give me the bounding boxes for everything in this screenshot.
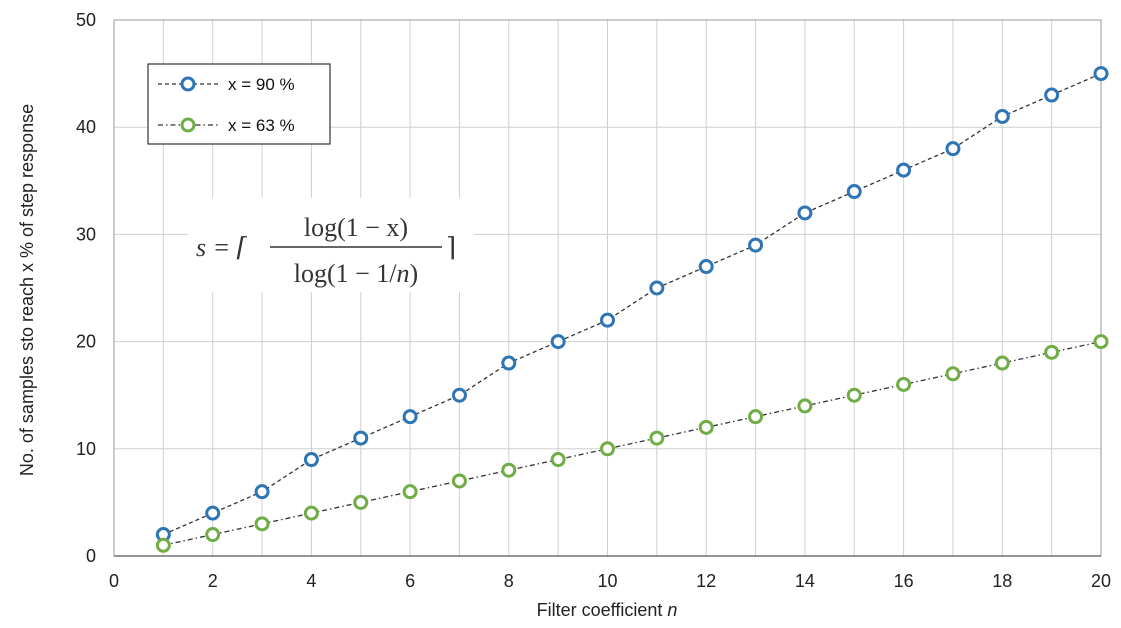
y-tick-label: 10 — [76, 439, 96, 459]
series-1-point — [303, 505, 319, 521]
formula-backdrop — [188, 198, 474, 292]
axis-frame — [113, 19, 1102, 557]
legend-marker-series-1 — [180, 117, 196, 133]
series-1-point — [550, 452, 566, 468]
series-0-point — [254, 484, 270, 500]
series-line-0 — [163, 73, 1102, 536]
formula-rhs: ⌉ — [446, 233, 456, 262]
series-1-point — [155, 537, 171, 553]
series-0-point — [1044, 87, 1060, 103]
formula-annotation: s = ⌈ log(1 − x) log(1 − 1/n) ⌉ — [188, 198, 474, 292]
series-1-point — [1044, 344, 1060, 360]
series-1-point — [698, 419, 714, 435]
series-1-point — [649, 430, 665, 446]
x-tick-label: 16 — [894, 571, 914, 591]
series-0-point — [550, 334, 566, 350]
series-0-point — [797, 205, 813, 221]
legend-label-series-0: x = 90 % — [228, 75, 295, 94]
series-0-point — [600, 312, 615, 328]
series-1-point — [748, 409, 764, 425]
series-0-point — [846, 184, 862, 200]
series-1-point — [501, 462, 517, 478]
series-0-point — [945, 141, 961, 157]
series-0-point — [1093, 66, 1109, 82]
series-1-point — [402, 484, 418, 500]
series-layer — [155, 66, 1109, 553]
x-tick-label: 2 — [208, 571, 218, 591]
x-tick-label: 14 — [795, 571, 815, 591]
series-1-point — [797, 398, 813, 414]
series-0-point — [451, 387, 467, 403]
x-tick-labels: 0 2 4 6 8 10 12 14 16 18 20 — [109, 571, 1111, 591]
formula-denominator-pre: log(1 − 1/ — [294, 259, 398, 288]
series-0-point — [402, 409, 418, 425]
series-0-point — [994, 108, 1010, 124]
formula-denominator-post: ) — [410, 259, 419, 288]
x-tick-label: 20 — [1091, 571, 1111, 591]
legend-marker-series-0 — [180, 76, 196, 92]
series-0-point — [748, 237, 764, 253]
series-0-point — [353, 430, 369, 446]
series-1-point — [994, 355, 1010, 371]
series-1-point — [205, 527, 221, 543]
series-1-point — [896, 376, 912, 392]
y-tick-label: 30 — [76, 224, 96, 244]
series-1-point — [945, 366, 961, 382]
series-line-1 — [163, 340, 1102, 546]
legend-label-series-1: x = 63 % — [228, 116, 295, 135]
x-tick-label: 4 — [306, 571, 316, 591]
formula-denominator-var: n — [397, 259, 410, 288]
series-1-point — [846, 387, 862, 403]
x-axis-label: Filter coefficient n — [537, 600, 678, 620]
x-tick-label: 18 — [992, 571, 1012, 591]
series-0-point — [896, 162, 912, 178]
y-tick-label: 50 — [76, 10, 96, 30]
series-0-point — [501, 355, 517, 371]
x-tick-label: 12 — [696, 571, 716, 591]
series-1-point — [254, 516, 270, 532]
series-0-point — [205, 505, 221, 521]
y-tick-label: 0 — [86, 546, 96, 566]
y-tick-labels: 0 10 20 30 40 50 — [76, 10, 96, 566]
series-0-point — [649, 280, 665, 296]
series-1-point — [1093, 334, 1109, 350]
series-1-point — [451, 473, 467, 489]
x-tick-label: 0 — [109, 571, 119, 591]
x-tick-label: 10 — [597, 571, 617, 591]
legend-box — [147, 63, 331, 145]
formula-denominator: log(1 − 1/n) — [294, 259, 418, 288]
series-0-point — [698, 259, 714, 275]
x-axis-label-var: n — [667, 600, 677, 620]
x-axis-label-text: Filter coefficient — [537, 600, 668, 620]
series-1-point — [600, 441, 615, 457]
y-tick-label: 40 — [76, 117, 96, 137]
formula-lhs: s = ⌈ — [196, 233, 248, 262]
x-tick-label: 8 — [504, 571, 514, 591]
formula-numerator: log(1 − x) — [304, 213, 408, 242]
series-1-point — [353, 494, 369, 510]
y-tick-label: 20 — [76, 332, 96, 352]
y-axis-label: No. of samples sto reach x % of step res… — [17, 104, 37, 476]
x-tick-label: 6 — [405, 571, 415, 591]
legend: x = 90 % x = 63 % — [147, 63, 331, 145]
series-0-point — [303, 452, 319, 468]
